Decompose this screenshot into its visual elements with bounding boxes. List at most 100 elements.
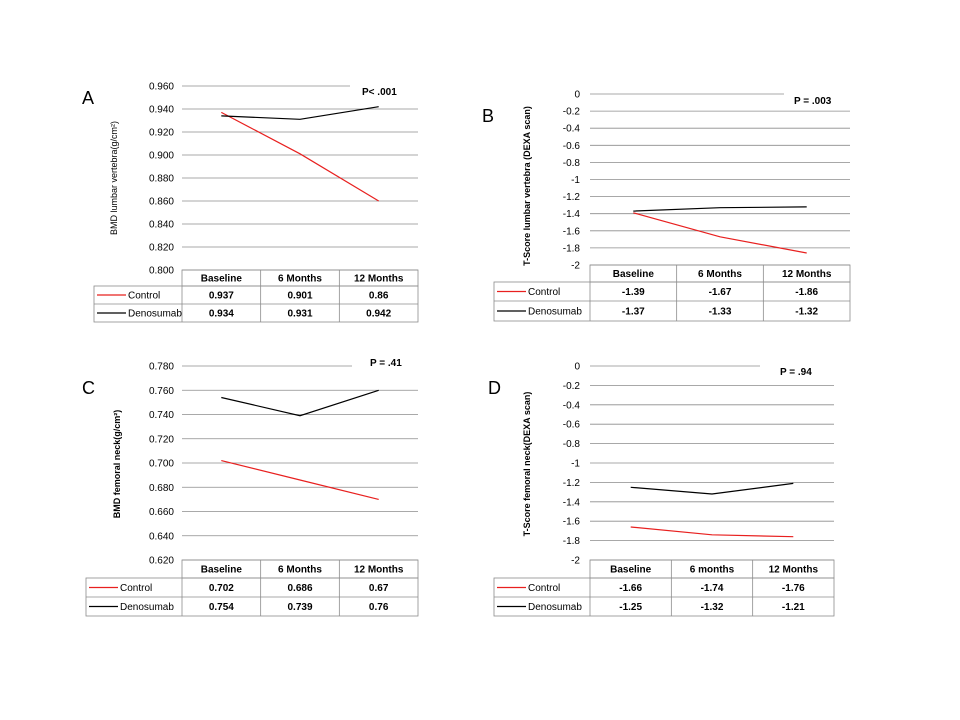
x-category-label: Baseline	[201, 565, 243, 576]
data-label: -1.39	[622, 287, 645, 298]
data-label: -1.76	[782, 583, 805, 594]
y-tick-label: -1.4	[563, 209, 581, 220]
data-label: -1.21	[782, 602, 805, 613]
x-category-label: 12 Months	[354, 565, 404, 576]
data-label: 0.934	[209, 309, 234, 320]
y-tick-label: -0.4	[563, 400, 581, 411]
y-axis-label: T-Score femoral neck(DEXA scan)	[522, 392, 532, 537]
p-value-label: P< .001	[362, 87, 397, 98]
y-tick-label: -1.8	[563, 243, 581, 254]
p-value-label: P = .41	[370, 358, 402, 369]
y-tick-label: -0.2	[563, 107, 581, 118]
y-tick-label: 0.840	[149, 220, 174, 231]
chart-panel-c: C 0.780 0.760 0.740 0.720 0.700 0.680 0.660 0.64…	[82, 358, 419, 617]
y-axis-label: T-Score lumbar vertebra (DEXA scan)	[522, 106, 532, 266]
series-line-control	[221, 460, 379, 500]
legend-label: Denosumab	[120, 602, 174, 613]
series-line-denosumab	[221, 106, 379, 120]
x-category-label: 6 Months	[698, 269, 742, 280]
data-label: 0.67	[369, 583, 389, 594]
legend-label: Denosumab	[528, 307, 582, 318]
y-tick-label: 0.620	[149, 556, 174, 567]
y-tick-label: -0.6	[563, 420, 581, 431]
table-body-border	[493, 281, 851, 322]
y-tick-label: 0.720	[149, 434, 174, 445]
legend-label: Control	[528, 287, 560, 298]
data-label: 0.937	[209, 291, 234, 302]
series-line-control	[221, 111, 380, 202]
y-tick-label: 0.680	[149, 483, 174, 494]
series-line-denosumab	[633, 206, 807, 212]
y-tick-label: -1.6	[563, 226, 581, 237]
x-category-label: 6 months	[690, 565, 735, 576]
series-line-denosumab	[221, 389, 379, 417]
y-tick-label: 0.960	[149, 82, 174, 93]
data-label: -1.66	[619, 583, 642, 594]
data-label: -1.86	[795, 287, 818, 298]
data-label: -1.33	[709, 307, 732, 318]
y-tick-label: 0.740	[149, 410, 174, 421]
y-tick-label: 0.640	[149, 531, 174, 542]
series-line-control	[630, 526, 794, 538]
data-label: -1.74	[701, 583, 724, 594]
x-category-label: 12 Months	[354, 274, 404, 285]
x-category-label: Baseline	[610, 565, 652, 576]
y-tick-label: -0.4	[563, 124, 581, 135]
y-tick-label: 0	[574, 90, 580, 101]
y-tick-label: -1	[571, 459, 580, 470]
data-label: -1.32	[701, 602, 724, 613]
data-label: -1.67	[709, 287, 732, 298]
y-tick-label: 0.880	[149, 174, 174, 185]
chart-panel-b: B 0 -0.2 -0.4 -0.6 -0.8 -1 -1.2 -1.4 -1.6 -1.8 -2 P …	[482, 90, 851, 322]
p-value-label: P = .94	[780, 367, 812, 378]
chart-panel-a: A 0.960 0.940 0.920 0.900 0.880 0.860 0.840 0.82…	[82, 82, 419, 323]
legend-label: Control	[120, 583, 152, 594]
y-tick-label: 0.940	[149, 105, 174, 116]
data-label: -1.32	[795, 307, 818, 318]
data-label: 0.686	[287, 583, 312, 594]
x-category-label: 12 Months	[782, 269, 832, 280]
data-label: 0.901	[287, 291, 312, 302]
data-label: 0.754	[209, 602, 234, 613]
y-tick-label: 0.660	[149, 507, 174, 518]
y-axis-label: BMD femoral neck(g/cm²)	[112, 410, 122, 519]
y-tick-label: -1.2	[563, 192, 581, 203]
data-label: 0.739	[287, 602, 312, 613]
data-label: 0.931	[287, 309, 312, 320]
chart-panel-d: D 0 -0.2 -0.4 -0.6 -0.8 -1 -1.2 -1.4 -1.6 -1.8 -2 P …	[488, 362, 835, 617]
legend-label: Control	[128, 291, 160, 302]
data-label: 0.942	[366, 309, 391, 320]
data-label: -1.37	[622, 307, 645, 318]
y-axis-label: BMD lumbar vertebra(g/cm²)	[109, 121, 119, 235]
y-tick-label: -2	[571, 556, 580, 567]
panel-label: D	[488, 378, 501, 398]
series-line-denosumab	[630, 482, 794, 495]
y-tick-label: 0.700	[149, 459, 174, 470]
y-tick-label: -0.8	[563, 158, 581, 169]
panel-label: A	[82, 88, 94, 108]
data-label: 0.86	[369, 291, 389, 302]
y-tick-label: 0.760	[149, 386, 174, 397]
y-tick-label: 0.800	[149, 266, 174, 277]
panel-label: B	[482, 106, 494, 126]
x-category-label: 6 Months	[278, 274, 322, 285]
x-category-label: 6 Months	[278, 565, 322, 576]
legend-label: Denosumab	[528, 602, 582, 613]
data-label: -1.25	[619, 602, 642, 613]
y-tick-label: 0	[574, 362, 580, 373]
panel-label: C	[82, 378, 95, 398]
x-category-label: Baseline	[201, 274, 243, 285]
p-value-label: P = .003	[794, 96, 832, 107]
y-tick-label: -1.8	[563, 536, 581, 547]
data-label: 0.702	[209, 583, 234, 594]
series-line-control	[633, 212, 807, 254]
y-tick-label: -1.4	[563, 497, 581, 508]
y-tick-label: -0.6	[563, 141, 581, 152]
y-tick-label: 0.920	[149, 128, 174, 139]
y-tick-label: 0.900	[149, 151, 174, 162]
y-tick-label: 0.820	[149, 243, 174, 254]
y-tick-label: -0.8	[563, 439, 581, 450]
y-tick-label: 0.780	[149, 362, 174, 373]
legend-label: Control	[528, 583, 560, 594]
